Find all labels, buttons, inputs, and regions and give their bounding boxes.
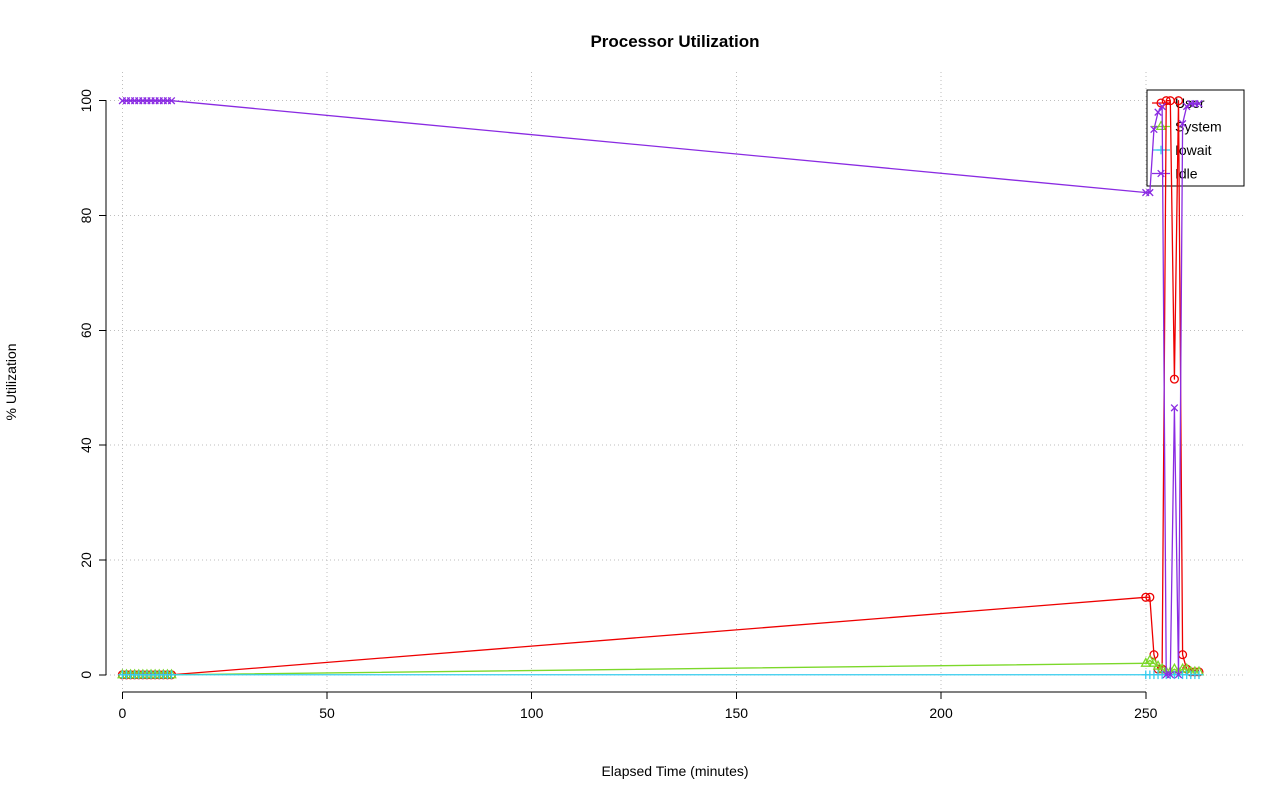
legend-entry-iowait: Iowait	[1152, 142, 1212, 158]
series-iowait	[118, 670, 1204, 680]
y-tick-labels: 0 20 40 60 80 100	[78, 89, 94, 679]
legend-label: Iowait	[1175, 142, 1212, 158]
svg-text:100: 100	[520, 705, 544, 721]
svg-text:100: 100	[78, 89, 94, 113]
legend-label: System	[1175, 119, 1222, 135]
plus-icon	[1156, 145, 1166, 155]
svg-text:60: 60	[78, 322, 94, 338]
chart-title: Processor Utilization	[590, 32, 759, 51]
svg-text:40: 40	[78, 437, 94, 453]
svg-text:150: 150	[725, 705, 749, 721]
svg-text:50: 50	[319, 705, 335, 721]
series-markers	[118, 96, 1203, 679]
svg-text:20: 20	[78, 552, 94, 568]
triangle-icon	[1155, 120, 1167, 131]
x-tick-labels: 0 50 100 150 200 250	[118, 705, 1157, 721]
axes	[99, 100, 1147, 699]
legend-label: Idle	[1175, 166, 1198, 182]
y-axis-label: % Utilization	[3, 343, 19, 420]
svg-text:80: 80	[78, 208, 94, 224]
svg-text:0: 0	[78, 671, 94, 679]
svg-text:0: 0	[118, 705, 126, 721]
svg-text:250: 250	[1134, 705, 1158, 721]
svg-text:200: 200	[929, 705, 953, 721]
x-axis-label: Elapsed Time (minutes)	[601, 763, 748, 779]
series-idle	[118, 96, 1203, 679]
